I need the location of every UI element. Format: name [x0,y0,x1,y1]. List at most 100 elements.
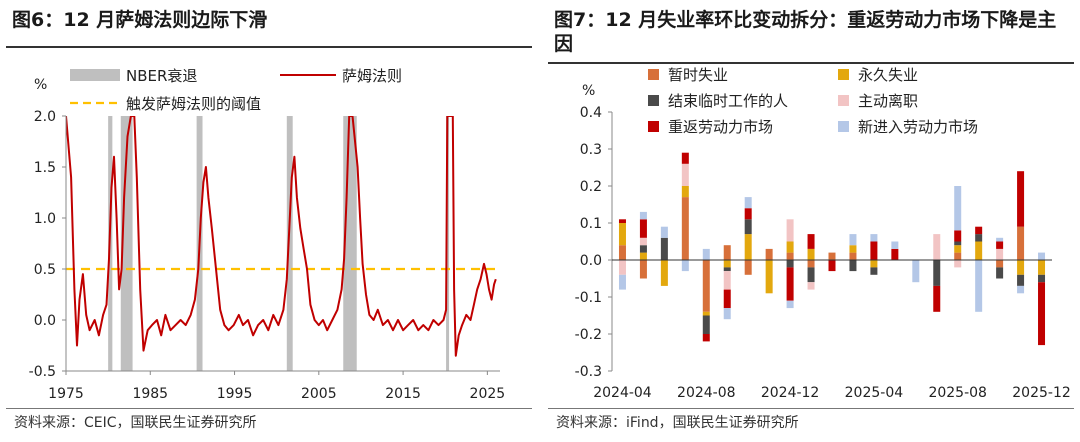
legend-label-0: 暂时失业 [668,66,728,84]
bar-segment-2025-11-4 [1017,171,1025,227]
left-source-rule [6,408,532,409]
x-tick-label: 2024-04 [593,385,652,401]
bar-segment-2024-10-5 [744,197,752,209]
x-tick-label: 2025 [470,386,506,402]
left-title-rule [6,46,532,48]
legend-threshold-label: 触发萨姆法则的阈值 [126,95,261,113]
bar-segment-2025-10-0 [996,260,1004,268]
legend-swatch-1 [838,69,849,80]
bar-segment-2025-01-1 [807,248,815,260]
bar-segment-2025-08-2 [954,241,962,246]
right-figure-panel: 图7：12 月失业率环比变动拆分：重返劳动力市场下降是主因 0.4 0.3 0.2 0… [548,0,1078,442]
bar-segment-2025-04-5 [870,234,878,242]
bar-segment-2024-12-0 [786,252,794,260]
bar-segment-2025-12-1 [1038,260,1046,275]
bar-segment-2025-01-4 [807,234,815,249]
bar-segment-2025-08-5 [954,186,962,231]
bar-segment-2024-10-2 [744,219,752,235]
bar-segment-2025-08-0 [954,252,962,260]
right-figure-title: 图7：12 月失业率环比变动拆分：重返劳动力市场下降是主因 [554,9,1057,55]
legend-swatch-5 [838,121,849,132]
legend-label-1: 永久失业 [858,66,918,84]
bar-segment-2024-10-0 [744,260,752,275]
bar-segment-2024-10-4 [744,208,752,220]
x-tick-label: 2025-12 [1012,385,1071,401]
y-tick-label: 0.3 [580,142,602,158]
y-tick-label: -0.5 [29,364,56,380]
bar-segment-2025-07-3 [933,234,941,260]
legend-nber-swatch [70,69,120,81]
unemployment-change-chart: 0.4 0.3 0.2 0.1 0.0 -0.1 -0.2 -0.3% 2024-04 2024-… [575,66,1071,401]
bar-segment-2024-05-4 [639,219,647,238]
nber-recession-band-5 [446,116,450,371]
y-tick-label: 0.2 [580,179,602,195]
legend-sahm-label: 萨姆法则 [342,67,402,85]
bar-segment-2025-01-3 [807,282,815,290]
y-tick-label: 0.4 [580,105,602,121]
bar-segment-2025-02-4 [828,260,836,272]
x-tick-label: 2024-08 [677,385,736,401]
bar-segment-2024-07-5 [681,260,689,272]
bar-segment-2024-09-3 [723,271,731,290]
bar-segment-2025-12-2 [1038,274,1046,283]
bar-segment-2025-12-5 [1038,252,1046,260]
bar-segment-2025-08-1 [954,245,962,253]
bar-segment-2024-11-0 [765,248,773,260]
bar-segment-2024-05-3 [639,237,647,246]
bar-segment-2025-11-1 [1017,260,1025,275]
bar-segment-2025-05-4 [891,248,899,260]
y-tick-label: 0.5 [34,262,56,278]
y-tick-label: 1.0 [34,211,56,227]
bar-segment-2025-09-2 [975,234,983,242]
bar-segment-2025-03-1 [849,245,857,253]
legend-swatch-3 [838,95,849,106]
legend-nber-label: NBER衰退 [126,67,197,85]
y-tick-label: 0.1 [580,216,602,232]
x-tick-label: 2025-04 [845,385,904,401]
left-source-note: 资料来源：CEIC，国联民生证券研究所 [14,415,257,431]
x-tick-label: 1995 [217,386,253,402]
y-tick-label: 2.0 [34,109,56,125]
bar-segment-2024-04-1 [618,223,626,246]
bar-segment-2025-08-3 [954,260,962,268]
bar-segment-2024-08-2 [702,315,710,334]
bar-segment-2024-12-1 [786,241,794,253]
right-source-note: 资料来源：iFind，国联民生证券研究所 [556,415,799,431]
left-figure-title: 图6：12 月萨姆法则边际下滑 [12,9,268,31]
bar-segment-2024-05-1 [639,252,647,260]
bar-segment-2025-09-5 [975,260,983,312]
bar-segment-2025-06-5 [912,260,920,283]
bar-segment-2024-11-1 [765,260,773,294]
right-title-rule [548,62,1074,64]
y-axis-unit: % [582,83,595,99]
bar-segment-2025-10-3 [996,248,1004,260]
y-axis-unit: % [34,77,47,93]
legend-swatch-0 [648,69,659,80]
bar-segment-2025-05-5 [891,241,899,249]
bar-segment-2025-12-4 [1038,282,1046,346]
bar-segment-2024-06-2 [660,237,668,260]
bar-segment-2024-12-5 [786,300,794,309]
bar-segment-2024-07-0 [681,197,689,260]
y-tick-label: -0.2 [575,327,602,343]
bar-segment-2024-09-5 [723,308,731,320]
bar-segment-2025-07-2 [933,260,941,286]
bar-segment-2024-04-0 [618,245,626,260]
bar-segment-2025-09-4 [975,226,983,235]
bar-segment-2025-09-1 [975,241,983,260]
bar-segment-2025-01-2 [807,267,815,283]
x-tick-label: 2015 [385,386,421,402]
bar-segment-2024-04-5 [618,274,626,290]
legend-label-4: 重返劳动力市场 [668,118,773,136]
bar-segment-2024-09-1 [723,260,731,268]
bar-segment-2024-09-4 [723,289,731,309]
bar-segment-2025-03-5 [849,234,857,246]
legend-label-3: 主动离职 [858,92,918,110]
bar-segment-2024-06-1 [660,260,668,286]
bar-segment-2024-04-4 [618,219,626,223]
bar-segment-2025-01-0 [807,260,815,268]
bar-segment-2025-03-2 [849,260,857,272]
x-tick-label: 2024-12 [761,385,820,401]
bar-segment-2024-07-3 [681,163,689,186]
